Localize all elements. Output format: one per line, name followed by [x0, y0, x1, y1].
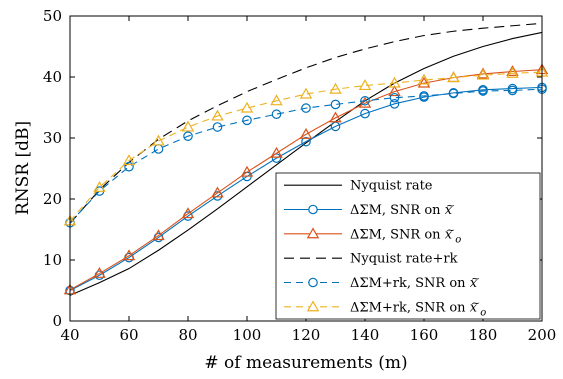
series-line	[69, 31, 543, 296]
data-point-triangle	[329, 111, 342, 123]
data-point-circle	[271, 153, 282, 163]
data-point-triangle	[417, 73, 431, 85]
data-point-triangle	[447, 71, 460, 83]
y-tick-label: 20	[43, 190, 62, 208]
plot-frame	[69, 15, 543, 322]
data-point-triangle	[93, 267, 106, 278]
data-point-triangle	[358, 79, 372, 91]
data-point-triangle	[152, 229, 165, 241]
axis-ticks: 40 60 80 100 120 140 160 180 200 0 10 20 30 40 50	[43, 7, 556, 344]
legend-label: ΔΣM, SNR on x~o	[350, 223, 461, 245]
legend-box	[275, 172, 541, 320]
data-point-triangle	[476, 67, 490, 79]
legend-entry: ΔΣM, SNR on x~	[284, 199, 455, 218]
data-point-circle	[448, 88, 459, 99]
data-point-triangle	[299, 127, 313, 139]
y-axis-title: RNSR [dB]	[13, 121, 33, 215]
y-tick-label: 0	[52, 312, 62, 330]
data-point-circle	[389, 99, 400, 109]
legend-entry: Nyquist rate	[284, 179, 433, 194]
data-point-triangle	[329, 82, 342, 94]
x-tick-label: 180	[469, 326, 498, 344]
data-point-triangle	[211, 186, 224, 198]
data-point-triangle	[240, 165, 254, 177]
series-1	[69, 31, 543, 296]
x-tick-label: 200	[528, 326, 557, 344]
series-line	[69, 71, 543, 222]
x-tick-label: 120	[292, 326, 321, 344]
y-tick-label: 40	[43, 68, 62, 86]
data-point-triangle	[417, 76, 431, 88]
data-point-circle	[301, 103, 311, 113]
legend-label: Nyquist rate+rk	[350, 252, 458, 267]
legend-marker-sample	[306, 227, 320, 239]
series-line	[69, 88, 543, 224]
data-point-triangle	[270, 94, 283, 106]
data-point-circle	[330, 99, 341, 110]
data-point-triangle	[388, 76, 401, 88]
data-point-triangle	[476, 68, 490, 80]
data-point-triangle	[299, 87, 313, 99]
data-point-circle	[212, 122, 223, 132]
data-point-circle	[360, 108, 370, 119]
legend-marker-sample	[308, 277, 318, 288]
y-tick-label: 50	[43, 7, 62, 25]
y-tick-label: 10	[43, 251, 62, 269]
series-6	[63, 65, 549, 226]
legend-entry: Nyquist rate+rk	[284, 252, 458, 267]
data-point-triangle	[270, 146, 283, 158]
data-point-circle	[360, 95, 370, 106]
data-point-circle	[124, 161, 134, 172]
data-point-triangle	[152, 134, 165, 146]
legend-marker-sample	[308, 204, 318, 215]
series-4	[69, 22, 543, 224]
data-point-triangle	[240, 101, 254, 113]
data-point-circle	[183, 131, 193, 141]
data-point-triangle	[506, 66, 519, 78]
data-point-circle	[153, 144, 164, 154]
x-tick-label: 60	[119, 326, 138, 344]
legend: Nyquist rate ΔΣM, SNR on x~ ΔΣM, SNR on x~…	[275, 172, 541, 320]
data-point-circle	[389, 92, 400, 103]
data-point-triangle	[506, 65, 519, 77]
legend-label: Nyquist rate	[350, 179, 433, 194]
series-line	[69, 86, 543, 291]
x-tick-label: 140	[351, 326, 380, 344]
x-axis-title: # of measurements (m)	[204, 353, 407, 373]
data-point-triangle	[388, 85, 401, 97]
data-point-triangle	[358, 96, 372, 108]
data-point-triangle	[122, 249, 136, 261]
data-point-triangle	[181, 120, 195, 132]
data-point-circle	[301, 136, 311, 147]
legend-label: ΔΣM+rk, SNR on x~	[350, 272, 480, 291]
data-point-circle	[242, 115, 252, 126]
legend-marker-sample	[306, 300, 320, 312]
data-point-triangle	[122, 154, 136, 166]
y-tick-label: 30	[43, 129, 62, 147]
legend-entry: ΔΣM, SNR on x~o	[284, 223, 461, 245]
data-point-triangle	[93, 181, 106, 192]
x-tick-label: 80	[178, 326, 197, 344]
legend-label: ΔΣM+rk, SNR on x~o	[350, 296, 486, 318]
x-tick-label: 100	[233, 326, 262, 344]
series-line	[69, 22, 543, 224]
data-point-triangle	[181, 207, 195, 219]
data-point-triangle	[211, 109, 224, 121]
data-point-circle	[507, 85, 518, 96]
data-point-circle	[478, 86, 488, 96]
x-tick-label: 160	[410, 326, 439, 344]
data-point-circle	[419, 91, 429, 101]
data-point-circle	[271, 109, 282, 120]
legend-entry: ΔΣM+rk, SNR on x~	[284, 272, 480, 291]
legend-entry: ΔΣM+rk, SNR on x~o	[284, 296, 486, 318]
x-tick-label: 40	[60, 326, 79, 344]
legend-label: ΔΣM, SNR on x~	[350, 199, 455, 218]
